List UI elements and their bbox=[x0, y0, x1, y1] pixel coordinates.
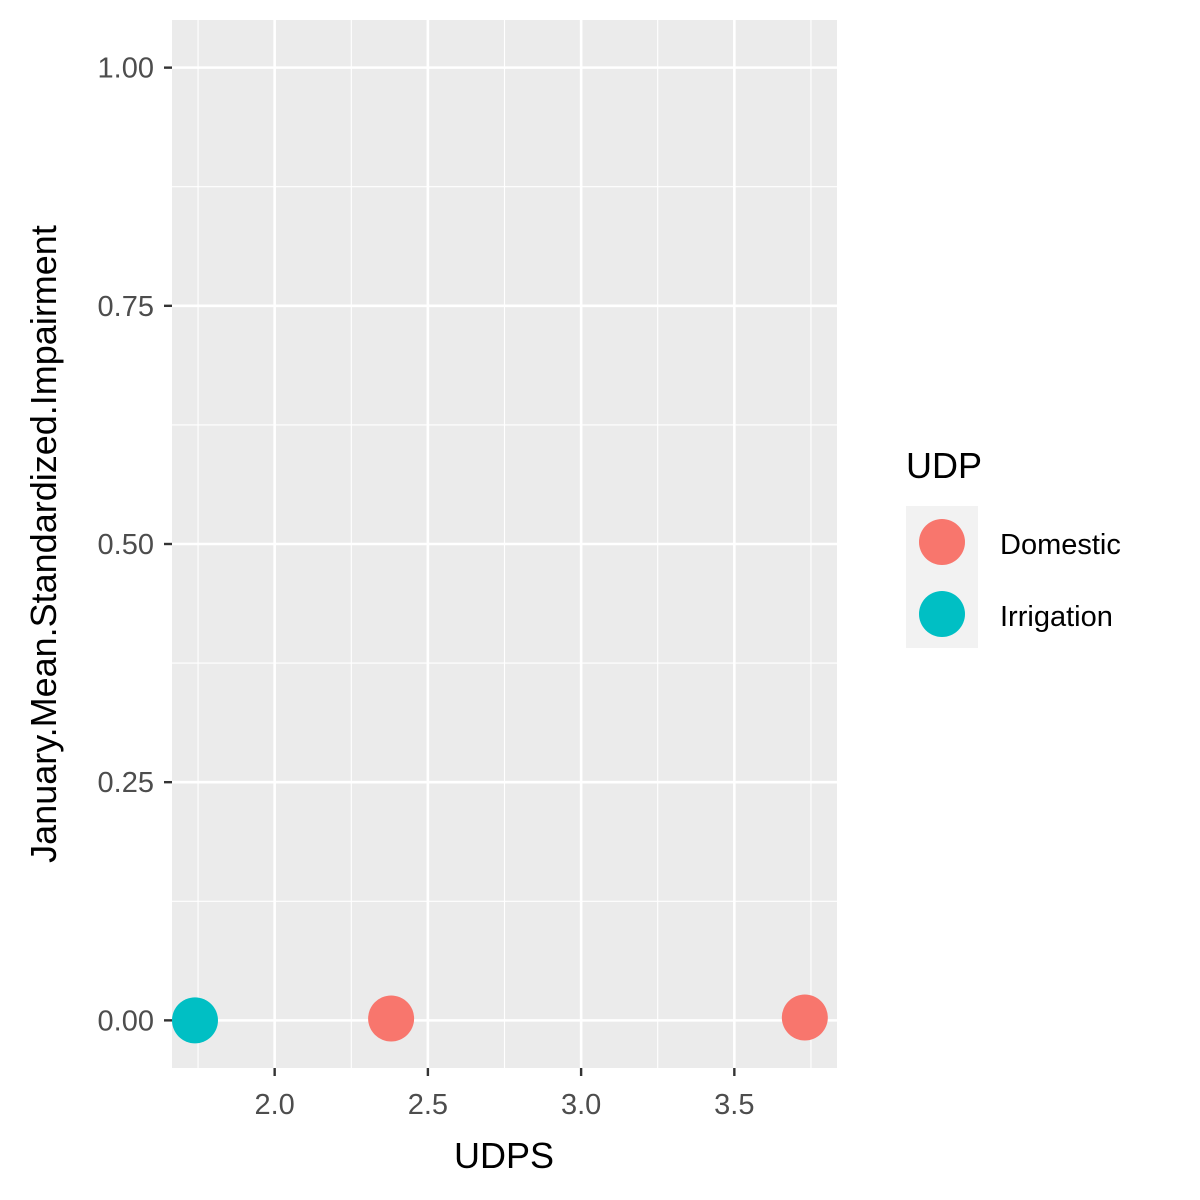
legend-label-domestic: Domestic bbox=[1000, 529, 1121, 561]
x-tick-label: 3.0 bbox=[561, 1089, 601, 1121]
x-axis: 2.0 2.5 3.0 3.5 bbox=[254, 1068, 755, 1121]
y-axis: 0.00 0.25 0.50 0.75 1.00 bbox=[98, 53, 172, 1037]
x-tick-label: 3.5 bbox=[714, 1089, 754, 1121]
legend-title: UDP bbox=[906, 445, 982, 486]
legend-key-irrigation bbox=[919, 591, 965, 637]
x-tick-label: 2.0 bbox=[254, 1089, 294, 1121]
x-tick-label: 2.5 bbox=[408, 1089, 448, 1121]
data-point-irrigation bbox=[171, 997, 218, 1044]
data-point-domestic bbox=[368, 995, 415, 1042]
data-point-domestic bbox=[781, 994, 828, 1041]
y-tick-label: 0.75 bbox=[98, 291, 154, 323]
legend: UDP Domestic Irrigation bbox=[906, 445, 1121, 648]
data-points bbox=[171, 994, 828, 1044]
grid-major bbox=[172, 20, 837, 1068]
y-tick-label: 0.25 bbox=[98, 767, 154, 799]
x-axis-title: UDPS bbox=[454, 1135, 554, 1176]
y-tick-label: 1.00 bbox=[98, 53, 154, 85]
y-axis-title: January.Mean.Standardized.Impairment bbox=[23, 225, 64, 863]
y-tick-label: 0.00 bbox=[98, 1005, 154, 1037]
legend-label-irrigation: Irrigation bbox=[1000, 601, 1113, 633]
y-tick-label: 0.50 bbox=[98, 529, 154, 561]
legend-key-domestic bbox=[919, 519, 965, 565]
